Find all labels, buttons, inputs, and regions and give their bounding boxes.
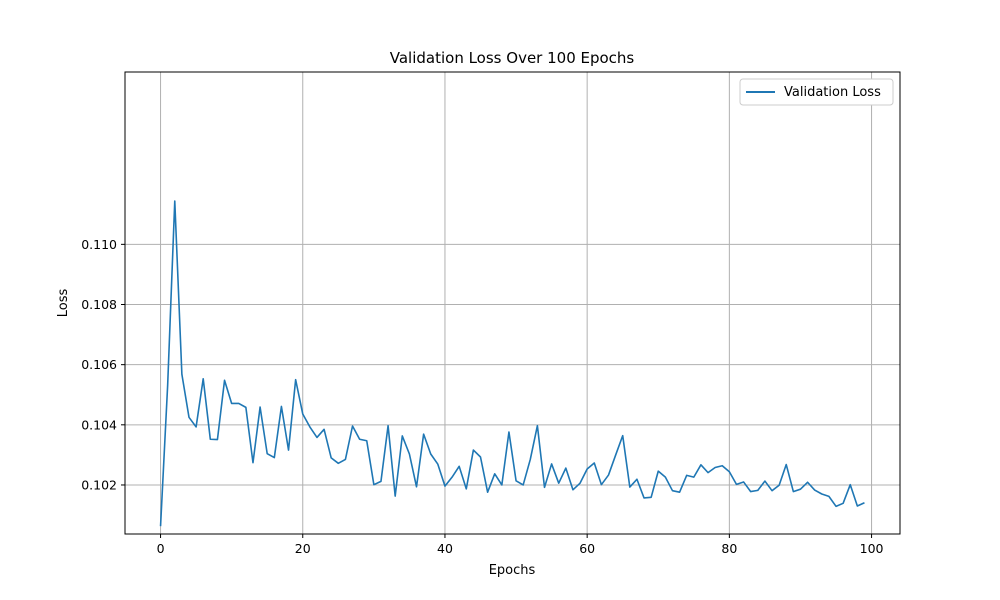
x-tick-label: 0 xyxy=(157,541,165,556)
y-axis-ticks: 0.102 0.104 0.106 0.108 0.110 xyxy=(81,237,125,492)
x-tick-label: 80 xyxy=(721,541,737,556)
legend: Validation Loss xyxy=(739,78,894,106)
x-tick-label: 20 xyxy=(295,541,311,556)
y-tick-label: 0.108 xyxy=(81,297,117,312)
y-tick-label: 0.110 xyxy=(81,237,117,252)
grid xyxy=(125,72,900,534)
legend-entry-validation-loss: Validation Loss xyxy=(784,85,881,100)
x-axis-ticks: 0 20 40 60 80 100 xyxy=(157,534,884,556)
x-axis-label: Epochs xyxy=(489,563,536,578)
y-tick-label: 0.102 xyxy=(81,477,117,492)
x-tick-label: 40 xyxy=(437,541,453,556)
plot-area xyxy=(159,200,865,527)
plot-frame xyxy=(124,71,901,535)
chart-title: Validation Loss Over 100 Epochs xyxy=(390,49,635,67)
x-tick-label: 60 xyxy=(579,541,595,556)
series-line-validation-loss xyxy=(159,200,865,527)
x-tick-label: 100 xyxy=(860,541,884,556)
y-tick-label: 0.106 xyxy=(81,357,117,372)
y-axis-label: Loss xyxy=(56,289,71,318)
legend-box xyxy=(739,78,894,106)
y-tick-label: 0.104 xyxy=(81,417,117,432)
